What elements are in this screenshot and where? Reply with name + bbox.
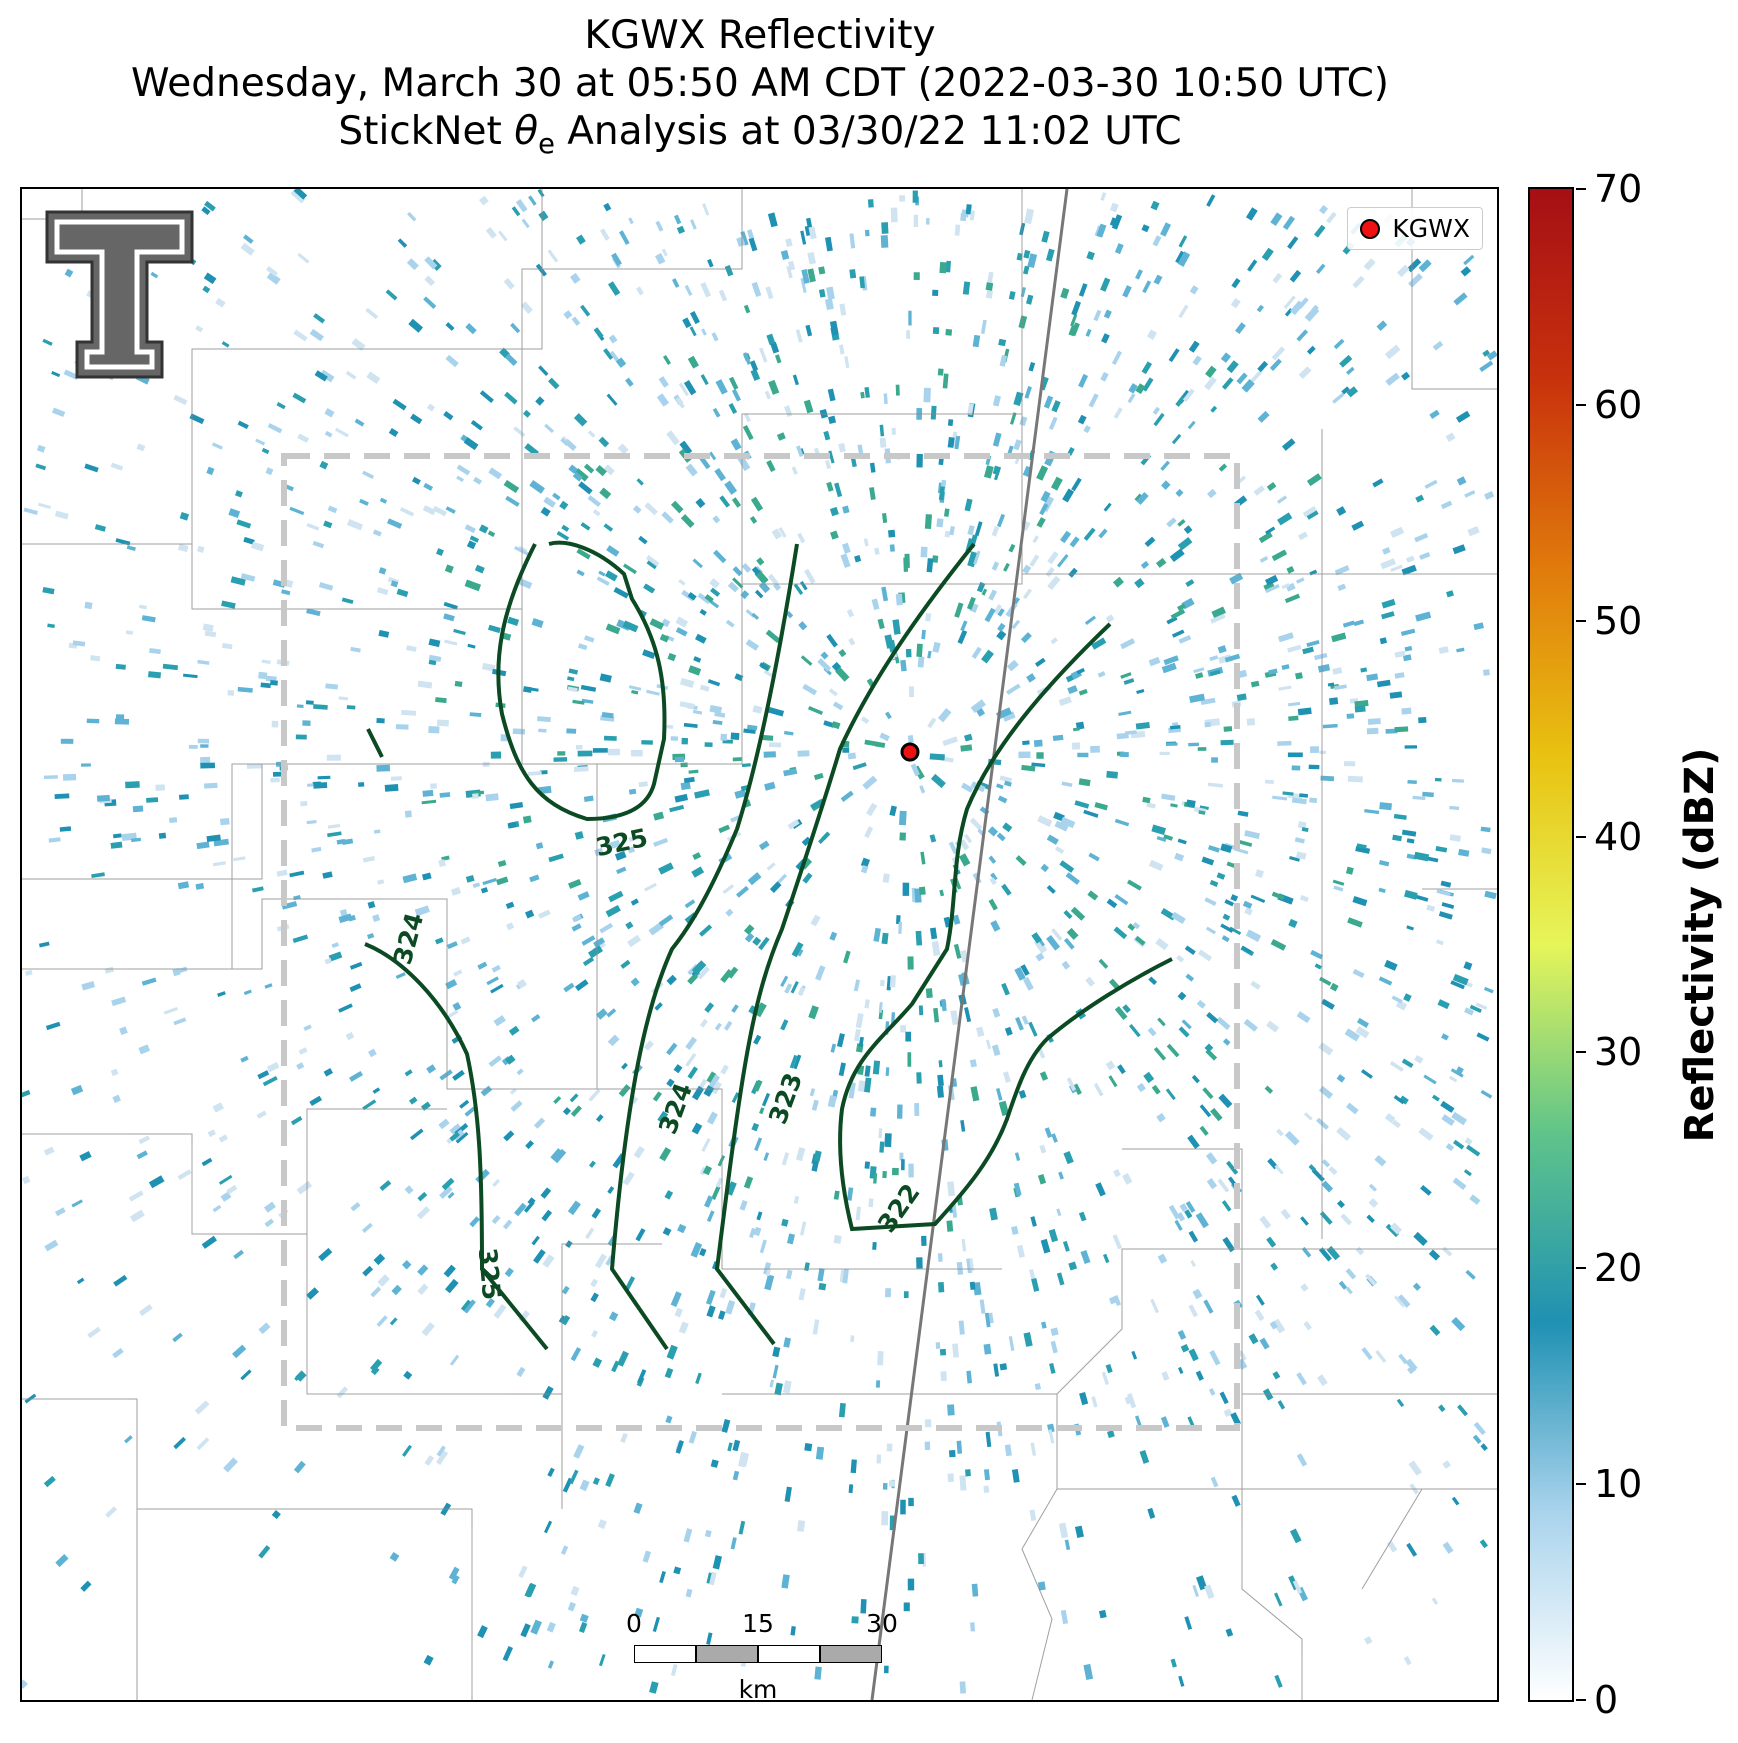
scale-tick-15: 15 bbox=[742, 1609, 774, 1638]
colorbar-tick-label: 20 bbox=[1594, 1246, 1643, 1291]
scale-segment bbox=[696, 1645, 758, 1663]
scale-unit: km bbox=[738, 1675, 778, 1702]
colorbar-tick-mark bbox=[1576, 1483, 1586, 1486]
texas-tech-logo bbox=[42, 207, 197, 382]
contour-label: 324 bbox=[388, 910, 430, 968]
colorbar-tick-label: 0 bbox=[1594, 1678, 1619, 1722]
colorbar-tick-mark bbox=[1576, 188, 1586, 190]
map-legend: KGWX bbox=[1347, 207, 1483, 250]
colorbar-tick-label: 10 bbox=[1594, 1462, 1643, 1507]
contour-line bbox=[496, 540, 667, 822]
colorbar-tick-label: 40 bbox=[1594, 814, 1643, 859]
scale-segment bbox=[634, 1645, 696, 1663]
contour-line bbox=[364, 942, 549, 1351]
legend-marker-icon bbox=[1360, 218, 1381, 239]
radar-map[interactable]: 324 325 324 323 322 325 KGWX 0 15 30 km bbox=[20, 187, 1499, 1702]
figure-title: KGWX Reflectivity Wednesday, March 30 at… bbox=[0, 12, 1520, 169]
colorbar-tick-label: 30 bbox=[1594, 1030, 1643, 1075]
theta-e-contours bbox=[364, 540, 1173, 1351]
colorbar-tick-label: 70 bbox=[1594, 167, 1643, 211]
colorbar-tick-mark bbox=[1576, 835, 1586, 838]
contour-label: 325 bbox=[593, 823, 650, 862]
contour-line bbox=[609, 543, 799, 1351]
colorbar-tick-mark bbox=[1576, 619, 1586, 622]
contour-label: 324 bbox=[653, 1079, 698, 1138]
colorbar-tick-label: 60 bbox=[1594, 382, 1643, 427]
colorbar-tick-mark bbox=[1576, 403, 1586, 406]
colorbar-tick-mark bbox=[1576, 1051, 1586, 1054]
title-line-2: Wednesday, March 30 at 05:50 AM CDT (202… bbox=[130, 61, 1390, 106]
scale-segment bbox=[820, 1645, 882, 1663]
contour-label: 325 bbox=[473, 1247, 506, 1302]
legend-label: KGWX bbox=[1392, 214, 1470, 243]
contour-label: 323 bbox=[763, 1069, 808, 1128]
colorbar-title: Reflectivity (dBZ) bbox=[1677, 747, 1723, 1143]
reflectivity-colorbar bbox=[1528, 187, 1574, 1702]
interstate-road bbox=[870, 189, 1069, 1700]
contour-line bbox=[366, 728, 384, 758]
scale-segment bbox=[758, 1645, 820, 1663]
analysis-domain-box bbox=[281, 453, 1240, 1431]
contour-line bbox=[714, 542, 976, 1346]
title-line-1: KGWX Reflectivity bbox=[584, 13, 936, 58]
scale-tick-30: 30 bbox=[866, 1609, 898, 1638]
scale-tick-0: 0 bbox=[626, 1609, 642, 1638]
reflectivity-echoes bbox=[22, 189, 1497, 1694]
scale-bar: 0 15 30 km bbox=[626, 1609, 898, 1702]
radar-site-marker bbox=[900, 742, 920, 762]
colorbar-tick-mark bbox=[1576, 1699, 1586, 1701]
colorbar-tick-mark bbox=[1576, 1267, 1586, 1270]
title-line-3: StickNet θe Analysis at 03/30/22 11:02 U… bbox=[338, 109, 1182, 160]
contour-line bbox=[838, 622, 1173, 1232]
colorbar-tick-label: 50 bbox=[1594, 598, 1643, 643]
